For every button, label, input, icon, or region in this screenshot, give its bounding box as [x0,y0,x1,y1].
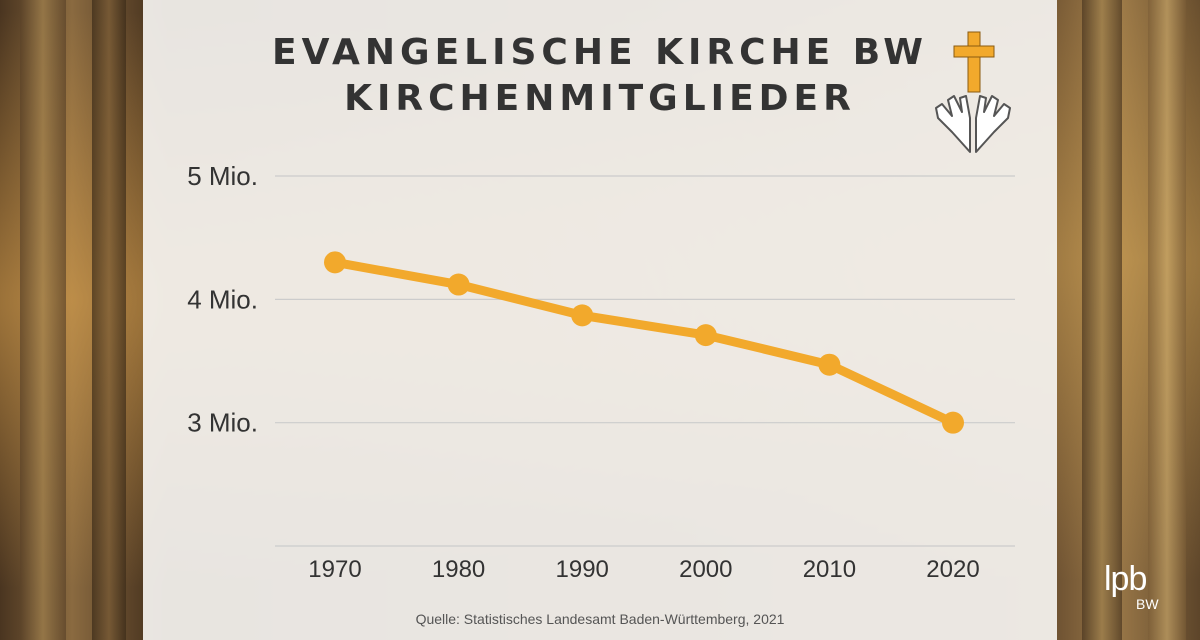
series-line-path [330,257,958,428]
lpb-logo: lpb BW [1104,560,1164,620]
data-point [571,304,594,327]
y-tick-label: 4 Mio. [187,284,258,314]
background-pillar [1082,0,1122,640]
x-tick-label: 2000 [679,556,732,583]
gridlines [275,175,1015,547]
source-note: Quelle: Statistisches Landesamt Baden-Wü… [415,611,785,627]
data-point [694,324,717,347]
background-pillar [20,0,66,640]
cross-icon [953,31,995,93]
x-tick-label: 1990 [556,556,609,583]
chart-title-line-2: KIRCHENMITGLIEDER [344,78,856,119]
x-tick-label: 1970 [308,556,361,583]
data-point [818,353,841,376]
logo-region: BW [1136,596,1159,612]
praying-hands-icon [935,95,1011,153]
data-point [447,273,470,296]
data-point [324,251,346,274]
x-tick-label: 1980 [432,556,485,583]
series-line [324,251,964,434]
background-pillar [1148,0,1186,640]
x-tick-label: 2010 [803,556,856,583]
chart-title-line-1: EVANGELISCHE KIRCHE BW [272,32,928,73]
data-point [942,411,964,434]
x-axis-ticks: 1970 1980 1990 2000 2010 2020 [308,556,979,583]
y-tick-label: 3 Mio. [187,408,258,438]
x-tick-label: 2020 [926,556,979,583]
logo-text: lpb [1104,560,1147,598]
background-pillar [92,0,126,640]
y-tick-label: 5 Mio. [187,161,258,191]
y-axis-ticks: 5 Mio. 4 Mio. 3 Mio. [187,161,258,438]
